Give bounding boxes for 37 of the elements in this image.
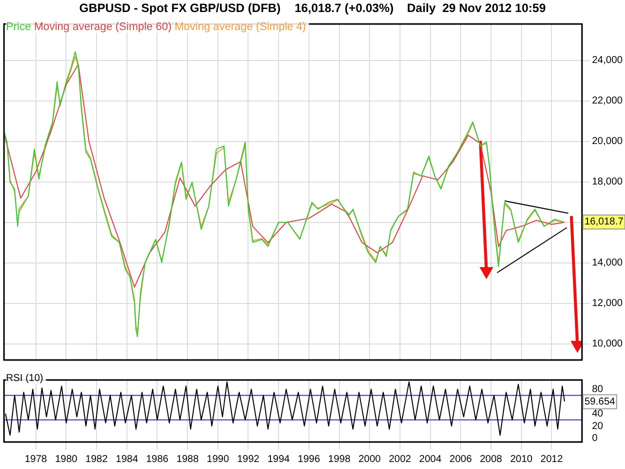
y-tick-label: 20: [592, 420, 604, 432]
x-tick-label: 2004: [419, 454, 442, 465]
chart-title: GBPUSD - Spot FX GBP/USD (DFB): [79, 1, 281, 15]
x-tick-label: 1980: [55, 454, 78, 465]
y-tick-label: 14,000: [592, 258, 624, 269]
x-tick-label: 1998: [328, 454, 351, 465]
y-tick-label: 0: [592, 433, 598, 444]
y-tick-label: 80: [592, 384, 604, 395]
text: Price: [6, 21, 32, 33]
y-tick-label: 22,000: [592, 96, 624, 107]
chart-subtitle: 16,018.7 (+0.03%) Daily 29 Nov 2012 10:59: [294, 1, 546, 15]
x-tick-label: 1984: [116, 454, 138, 465]
x-tick-label: 1982: [85, 454, 108, 465]
y-tick-label: 10,000: [592, 338, 624, 350]
x-tick-label: 2010: [510, 454, 533, 465]
text: Moving average (Simple 60): [34, 21, 172, 33]
x-tick-label: 1978: [24, 454, 48, 465]
annotation: 59.654: [584, 396, 616, 408]
x-tick-label: 1990: [206, 454, 230, 465]
y-tick-label: 12,000: [592, 298, 624, 310]
y-tick-label: 24,000: [592, 55, 624, 66]
y-tick-label: 18,000: [592, 176, 624, 188]
y-tick-label: 20,000: [592, 136, 624, 148]
annotation: 16,018.7: [584, 216, 624, 228]
x-tick-label: 1988: [176, 454, 200, 465]
x-tick-label: 1986: [146, 454, 169, 465]
x-tick-label: 1992: [237, 454, 260, 465]
x-tick-label: 2006: [450, 454, 472, 465]
x-tick-label: 2000: [358, 454, 382, 465]
x-tick-label: 1996: [298, 454, 320, 465]
x-tick-label: 2012: [540, 454, 564, 465]
series-label: RSI (10): [6, 373, 44, 384]
text: Moving average (Simple 4): [174, 21, 306, 33]
x-tick-label: 2008: [480, 454, 503, 465]
x-tick-label: 1994: [267, 454, 290, 465]
y-tick-label: 40: [592, 408, 604, 420]
x-tick-label: 2002: [388, 454, 412, 465]
